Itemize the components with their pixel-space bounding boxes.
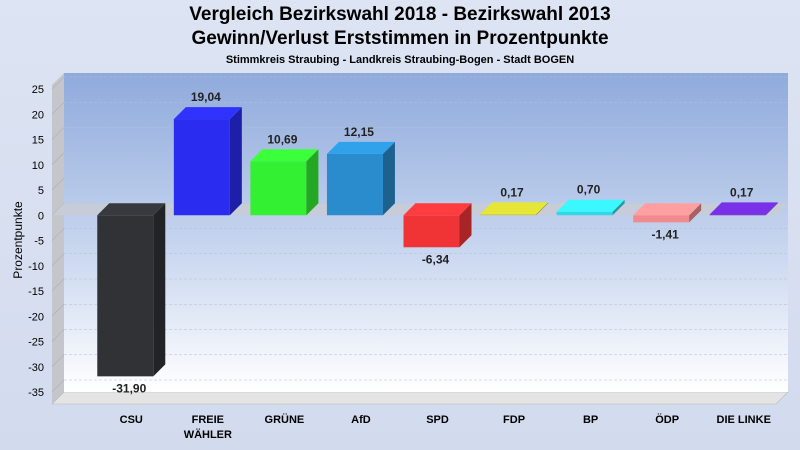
bar <box>633 203 702 223</box>
bar-front <box>250 161 307 216</box>
bar-front <box>403 215 460 248</box>
category-label: CSU <box>120 414 143 426</box>
data-label: -6,34 <box>422 252 450 266</box>
bar-side <box>689 203 702 223</box>
bar-top <box>480 202 549 215</box>
bar <box>709 202 778 216</box>
y-tick-label: -35 <box>28 387 44 399</box>
gridline-side <box>51 253 65 266</box>
y-axis-ticks: 25 20 15 10 5 0 -5 -10 -15 -20 -25 -30 -35 <box>28 84 44 399</box>
y-tick-label: -20 <box>28 311 44 323</box>
chart-region-subtitle: Stimmkreis Straubing - Landkreis Straubi… <box>225 54 575 66</box>
bar-top <box>633 203 702 216</box>
y-tick-label: 20 <box>32 109 44 121</box>
bar-top <box>403 203 472 216</box>
gridline-side <box>51 102 65 115</box>
y-tick-label: -25 <box>28 337 44 349</box>
bar-front <box>97 215 154 377</box>
gridline-side <box>51 228 65 241</box>
y-tick-label: -30 <box>28 362 44 374</box>
category-label: FREIE <box>192 414 224 426</box>
y-tick-label: 25 <box>32 84 44 96</box>
bar-top <box>556 199 625 212</box>
bar-side <box>459 203 472 248</box>
bar-top <box>709 202 778 215</box>
y-tick-label: 10 <box>32 160 44 172</box>
bar-top <box>250 149 319 162</box>
bar-side <box>382 141 395 216</box>
y-tick-label: 5 <box>38 185 44 197</box>
bar-top <box>173 107 242 120</box>
y-tick-label: -5 <box>34 236 44 248</box>
gridline-side <box>51 76 65 90</box>
bar-side <box>612 199 625 216</box>
y-tick-label: 15 <box>32 135 44 147</box>
gridline-side <box>51 304 65 317</box>
category-label: GRÜNE <box>265 413 305 426</box>
x-axis-categories: CSU FREIE WÄHLER GRÜNE AfD SPD FDP BP ÖDP DIE LIN… <box>120 413 771 441</box>
data-label: 12,15 <box>344 125 374 139</box>
gridline-side <box>51 278 65 292</box>
y-tick-label: 0 <box>38 210 44 222</box>
chart-title: Vergleich Bezirkswahl 2018 - Bezirkswahl… <box>189 4 611 25</box>
gridline-side <box>51 127 65 140</box>
data-label: -31,90 <box>112 381 146 395</box>
gridline-side <box>51 177 65 191</box>
category-label: ÖDP <box>655 413 679 426</box>
y-axis-label: Prozentpunkte <box>11 201 25 279</box>
data-label: 0,70 <box>577 183 601 197</box>
gridline-side <box>51 329 65 342</box>
gridline-side <box>51 379 65 393</box>
data-label: 0,17 <box>730 185 754 199</box>
bar <box>480 202 549 216</box>
category-label: FDP <box>503 414 525 426</box>
y-tick-label: -10 <box>28 261 44 273</box>
bar-front <box>709 214 766 216</box>
bar-side <box>536 202 549 216</box>
category-label: DIE LINKE <box>717 414 771 426</box>
bar <box>250 149 319 216</box>
data-label: 0,17 <box>500 185 524 199</box>
bar-top <box>97 203 166 216</box>
data-label: 19,04 <box>191 90 221 104</box>
bar <box>173 107 242 216</box>
data-label: -1,41 <box>651 227 679 241</box>
bar-front <box>173 119 230 216</box>
bar-top <box>326 141 395 154</box>
bar <box>403 203 472 248</box>
category-label: WÄHLER <box>184 428 232 441</box>
data-label: 10,69 <box>267 132 297 146</box>
chart-subtitle: Gewinn/Verlust Erststimmen in Prozentpun… <box>191 28 609 49</box>
category-label: AfD <box>351 414 371 426</box>
bar-front <box>480 214 537 216</box>
gridline-side <box>51 354 65 367</box>
bar <box>326 141 395 216</box>
bar-side <box>306 149 319 216</box>
bar-front <box>633 215 690 223</box>
y-tick-label: -15 <box>28 286 44 298</box>
bar <box>556 199 625 216</box>
bar-side <box>153 203 166 377</box>
bars: -31,90 19,04 10,69 12,15 -6,34 0,17 0,70 -1,41 0… <box>97 90 778 395</box>
bar-side <box>229 107 242 216</box>
category-label: SPD <box>426 414 449 426</box>
gridline-side <box>51 152 65 165</box>
bar-front <box>556 211 613 216</box>
plot-floor <box>51 391 789 405</box>
category-label: BP <box>583 414 598 426</box>
bar <box>97 203 166 377</box>
bar-side <box>765 202 778 216</box>
bar-front <box>326 153 383 216</box>
